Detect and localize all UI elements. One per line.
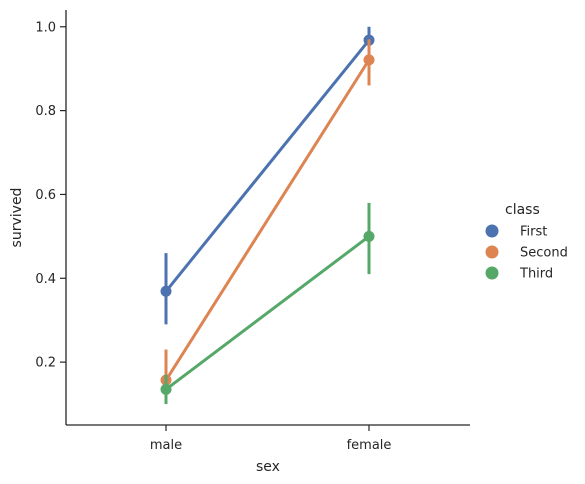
legend-label: First (520, 225, 547, 240)
y-ticks: 0.2 0.4 0.6 0.8 1.0 (35, 20, 66, 371)
series-line (164, 59, 371, 381)
series-second (160, 39, 375, 405)
legend-title: class (505, 202, 540, 218)
series-layer (160, 26, 375, 405)
y-tick-label: 0.4 (35, 272, 56, 287)
legend-marker (485, 245, 499, 259)
y-tick-label: 1.0 (35, 20, 56, 35)
x-ticks: male female (150, 425, 392, 453)
data-point (363, 230, 375, 242)
series-third (160, 202, 375, 405)
legend-items: First Second Third (485, 224, 568, 282)
x-axis-label: sex (256, 459, 280, 475)
legend: class First Second Third (485, 202, 568, 282)
legend-marker (485, 224, 499, 238)
x-tick-label: female (347, 438, 392, 453)
legend-label: Second (520, 246, 568, 261)
y-tick-label: 0.2 (35, 356, 56, 371)
x-tick-label: male (150, 438, 182, 453)
y-tick-label: 0.6 (35, 188, 56, 203)
series-line (164, 39, 371, 293)
data-point (160, 383, 172, 395)
plot-area: 0.2 0.4 0.6 0.8 1.0 male female (35, 10, 470, 453)
legend-label: Third (519, 267, 553, 282)
data-point (160, 285, 172, 297)
y-tick-label: 0.8 (35, 104, 56, 119)
data-point (363, 54, 375, 66)
series-line (165, 235, 370, 391)
legend-marker (485, 266, 499, 280)
y-axis-label: survived (9, 188, 25, 248)
series-first (160, 26, 375, 325)
